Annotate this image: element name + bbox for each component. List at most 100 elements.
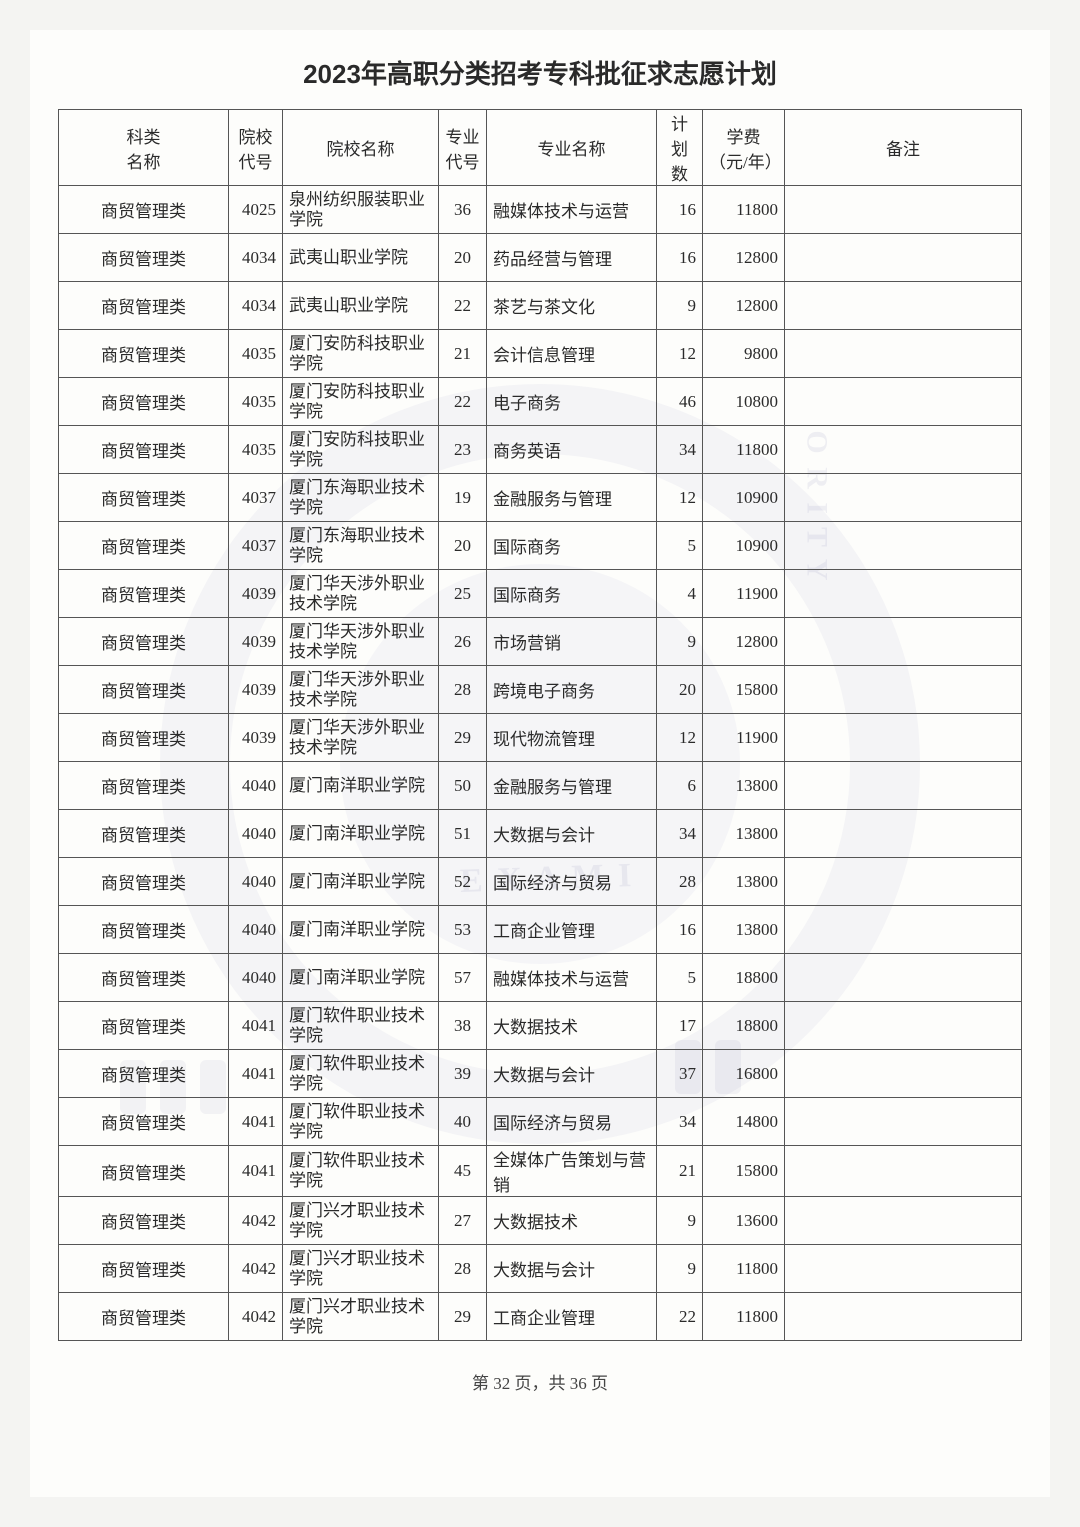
cell-category: 商贸管理类 [59, 858, 229, 906]
cell-note [785, 1245, 1022, 1293]
cell-major-code: 22 [439, 378, 487, 426]
cell-school-code: 4042 [229, 1293, 283, 1341]
cell-plan: 16 [657, 906, 703, 954]
cell-major-name: 国际经济与贸易 [487, 1098, 657, 1146]
cell-note [785, 1002, 1022, 1050]
col-note: 备注 [785, 110, 1022, 186]
table-row: 商贸管理类4042厦门兴才职业技术学院27大数据技术913600 [59, 1197, 1022, 1245]
cell-major-name: 药品经营与管理 [487, 234, 657, 282]
col-major-code: 专业 代号 [439, 110, 487, 186]
cell-school-name: 厦门东海职业技术学院 [283, 474, 439, 522]
pagination: 第 32 页，共 36 页 [58, 1369, 1022, 1394]
cell-school-name: 厦门南洋职业学院 [283, 954, 439, 1002]
cell-school-name: 厦门南洋职业学院 [283, 906, 439, 954]
cell-major-code: 29 [439, 714, 487, 762]
cell-fee: 11800 [703, 1245, 785, 1293]
cell-plan: 16 [657, 186, 703, 234]
cell-major-code: 27 [439, 1197, 487, 1245]
cell-category: 商贸管理类 [59, 714, 229, 762]
table-row: 商贸管理类4042厦门兴才职业技术学院29工商企业管理2211800 [59, 1293, 1022, 1341]
cell-school-name: 厦门软件职业技术学院 [283, 1050, 439, 1098]
cell-note [785, 762, 1022, 810]
cell-major-name: 融媒体技术与运营 [487, 186, 657, 234]
table-row: 商贸管理类4040厦门南洋职业学院51大数据与会计3413800 [59, 810, 1022, 858]
cell-plan: 5 [657, 522, 703, 570]
cell-school-name: 厦门华天涉外职业技术学院 [283, 618, 439, 666]
cell-note [785, 906, 1022, 954]
cell-note [785, 618, 1022, 666]
cell-category: 商贸管理类 [59, 1002, 229, 1050]
cell-major-code: 38 [439, 1002, 487, 1050]
cell-school-code: 4037 [229, 522, 283, 570]
cell-plan: 34 [657, 426, 703, 474]
cell-fee: 13800 [703, 762, 785, 810]
cell-plan: 4 [657, 570, 703, 618]
cell-category: 商贸管理类 [59, 666, 229, 714]
cell-note [785, 234, 1022, 282]
col-major-name: 专业名称 [487, 110, 657, 186]
cell-note [785, 858, 1022, 906]
cell-school-name: 厦门华天涉外职业技术学院 [283, 714, 439, 762]
cell-major-code: 50 [439, 762, 487, 810]
cell-major-code: 52 [439, 858, 487, 906]
cell-major-code: 29 [439, 1293, 487, 1341]
cell-fee: 10800 [703, 378, 785, 426]
cell-major-code: 36 [439, 186, 487, 234]
cell-category: 商贸管理类 [59, 378, 229, 426]
table-row: 商贸管理类4039厦门华天涉外职业技术学院25国际商务411900 [59, 570, 1022, 618]
cell-major-name: 大数据技术 [487, 1002, 657, 1050]
cell-school-code: 4025 [229, 186, 283, 234]
cell-school-code: 4041 [229, 1002, 283, 1050]
cell-note [785, 282, 1022, 330]
cell-school-name: 厦门软件职业技术学院 [283, 1002, 439, 1050]
col-category: 科类 名称 [59, 110, 229, 186]
cell-school-code: 4035 [229, 330, 283, 378]
cell-school-code: 4041 [229, 1098, 283, 1146]
cell-category: 商贸管理类 [59, 330, 229, 378]
cell-major-name: 大数据与会计 [487, 810, 657, 858]
table-row: 商贸管理类4035厦门安防科技职业学院22电子商务4610800 [59, 378, 1022, 426]
cell-fee: 11800 [703, 186, 785, 234]
pagination-text: 第 32 页，共 36 页 [472, 1374, 608, 1393]
cell-fee: 13800 [703, 858, 785, 906]
cell-school-name: 厦门东海职业技术学院 [283, 522, 439, 570]
cell-major-name: 国际商务 [487, 570, 657, 618]
cell-plan: 21 [657, 1146, 703, 1197]
cell-category: 商贸管理类 [59, 618, 229, 666]
cell-school-name: 武夷山职业学院 [283, 234, 439, 282]
cell-major-name: 商务英语 [487, 426, 657, 474]
cell-category: 商贸管理类 [59, 1098, 229, 1146]
cell-school-name: 厦门安防科技职业学院 [283, 378, 439, 426]
cell-fee: 13600 [703, 1197, 785, 1245]
cell-note [785, 1293, 1022, 1341]
cell-school-code: 4035 [229, 426, 283, 474]
table-row: 商贸管理类4034武夷山职业学院20药品经营与管理1612800 [59, 234, 1022, 282]
cell-fee: 11800 [703, 1293, 785, 1341]
cell-school-code: 4041 [229, 1050, 283, 1098]
cell-fee: 15800 [703, 1146, 785, 1197]
cell-major-name: 现代物流管理 [487, 714, 657, 762]
cell-category: 商贸管理类 [59, 810, 229, 858]
cell-school-name: 厦门兴才职业技术学院 [283, 1293, 439, 1341]
cell-major-code: 39 [439, 1050, 487, 1098]
cell-major-name: 工商企业管理 [487, 1293, 657, 1341]
cell-plan: 28 [657, 858, 703, 906]
cell-plan: 9 [657, 1245, 703, 1293]
cell-major-name: 工商企业管理 [487, 906, 657, 954]
cell-note [785, 474, 1022, 522]
cell-major-code: 25 [439, 570, 487, 618]
cell-school-code: 4040 [229, 954, 283, 1002]
cell-school-name: 厦门安防科技职业学院 [283, 330, 439, 378]
cell-fee: 18800 [703, 954, 785, 1002]
cell-major-code: 28 [439, 1245, 487, 1293]
cell-plan: 16 [657, 234, 703, 282]
cell-plan: 37 [657, 1050, 703, 1098]
cell-note [785, 186, 1022, 234]
cell-plan: 46 [657, 378, 703, 426]
cell-fee: 13800 [703, 810, 785, 858]
cell-major-code: 53 [439, 906, 487, 954]
table-row: 商贸管理类4040厦门南洋职业学院57融媒体技术与运营518800 [59, 954, 1022, 1002]
cell-note [785, 954, 1022, 1002]
cell-school-code: 4040 [229, 906, 283, 954]
cell-major-code: 19 [439, 474, 487, 522]
